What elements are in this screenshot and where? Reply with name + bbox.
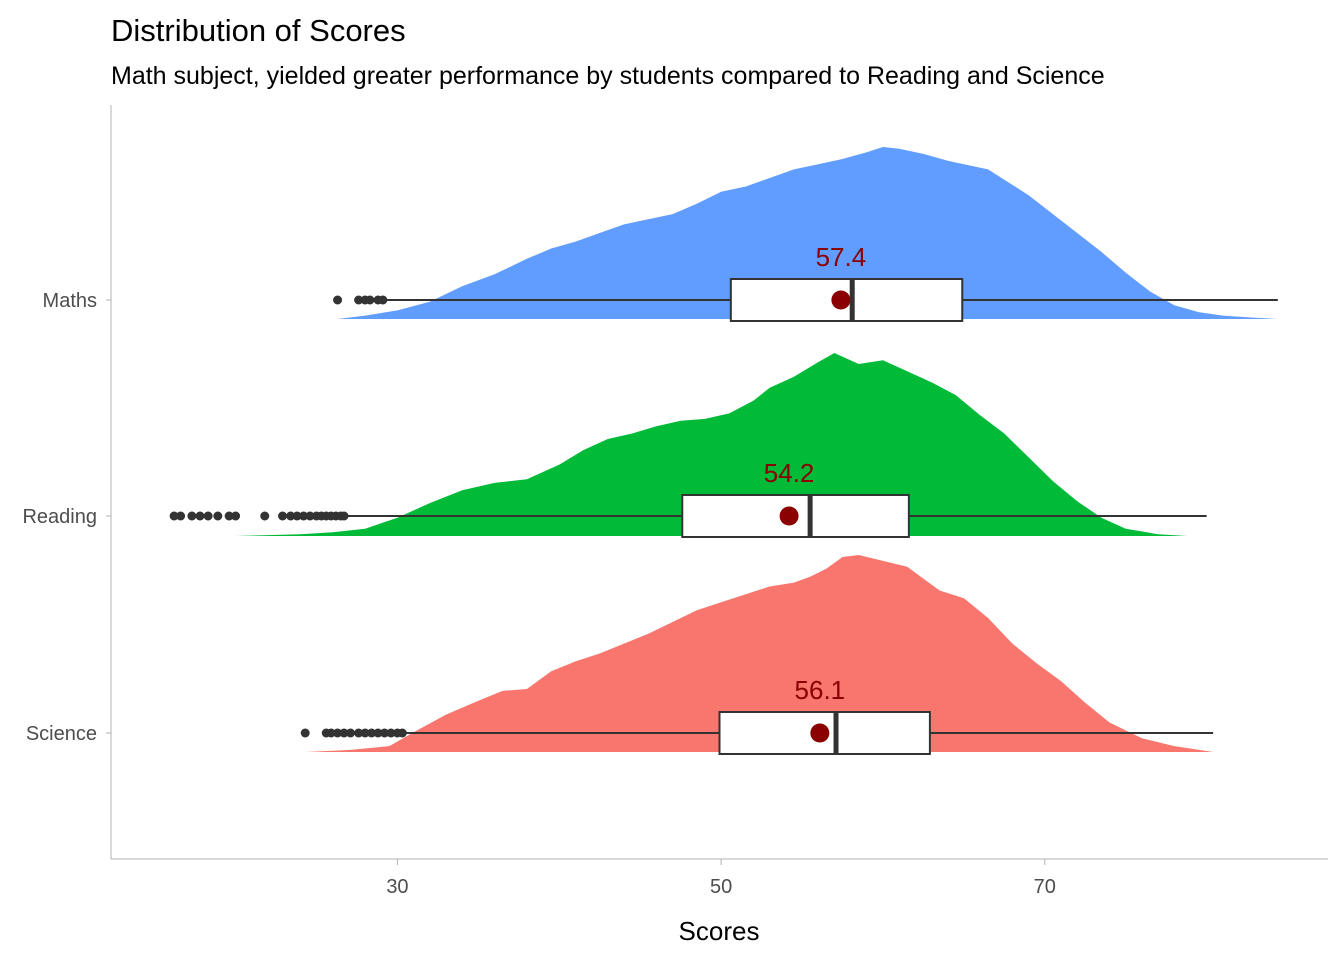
density-science <box>305 555 1214 752</box>
outlier-point-science <box>300 728 310 738</box>
outlier-point-maths <box>333 295 343 305</box>
outlier-point-science <box>397 728 407 738</box>
outlier-point-science <box>373 728 383 738</box>
outlier-point-reading <box>339 511 349 521</box>
x-tick-label: 50 <box>710 876 732 898</box>
outlier-point-reading <box>224 511 234 521</box>
y-tick-label: Science <box>26 723 97 745</box>
series-reading: 54.2 <box>169 353 1207 538</box>
outlier-point-science <box>354 728 364 738</box>
outlier-point-reading <box>176 511 186 521</box>
outlier-point-science <box>339 728 349 738</box>
outlier-point-reading <box>260 511 270 521</box>
outlier-point-reading <box>195 511 205 521</box>
outlier-point-science <box>326 728 336 738</box>
x-axis-title: Scores <box>679 916 760 946</box>
outlier-point-reading <box>292 511 302 521</box>
outlier-point-science <box>386 728 396 738</box>
outlier-point-reading <box>299 511 309 521</box>
x-tick-label: 30 <box>386 876 408 898</box>
y-tick-label: Reading <box>22 506 97 528</box>
chart-title: Distribution of Scores <box>111 13 406 48</box>
outlier-point-maths <box>378 295 388 305</box>
outlier-point-reading <box>187 511 197 521</box>
outlier-point-science <box>367 728 377 738</box>
plot-area: 57.4 54.2 56.1 <box>169 147 1278 755</box>
axes: Maths Reading Science 30 50 70 <box>22 290 1055 898</box>
chart-subtitle: Math subject, yielded greater performanc… <box>111 62 1105 90</box>
outlier-point-reading <box>169 511 179 521</box>
outlier-point-maths <box>365 295 375 305</box>
outlier-point-reading <box>213 511 223 521</box>
mean-point-maths <box>831 290 851 310</box>
outlier-point-science <box>360 728 370 738</box>
outlier-point-science <box>333 728 343 738</box>
outlier-point-reading <box>305 511 315 521</box>
outlier-point-reading <box>203 511 213 521</box>
outlier-point-reading <box>286 511 296 521</box>
outlier-point-maths <box>354 295 364 305</box>
x-tick-label: 70 <box>1034 876 1056 898</box>
outlier-point-reading <box>231 511 241 521</box>
outlier-point-reading <box>278 511 288 521</box>
density-maths <box>337 147 1278 319</box>
y-tick-label: Maths <box>43 290 97 312</box>
mean-label-reading: 54.2 <box>764 458 815 488</box>
outlier-point-science <box>380 728 390 738</box>
outlier-point-science <box>346 728 356 738</box>
density-reading <box>174 353 1188 536</box>
mean-label-maths: 57.4 <box>816 242 867 272</box>
mean-label-science: 56.1 <box>795 675 846 705</box>
series-maths: 57.4 <box>333 147 1278 322</box>
series-science: 56.1 <box>300 555 1214 755</box>
mean-point-reading <box>779 506 799 526</box>
mean-point-science <box>810 723 830 743</box>
